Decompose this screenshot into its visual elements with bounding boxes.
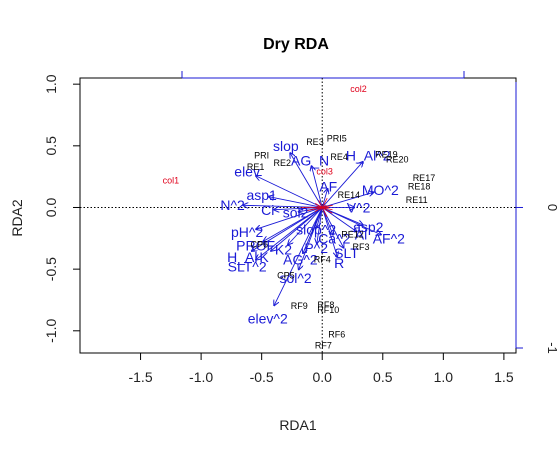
x-tick-label: 0.0	[312, 369, 332, 385]
x-axis-label: RDA1	[279, 417, 317, 433]
biplot-label: asp1	[246, 187, 277, 203]
y-tick-label: 0.0	[43, 198, 59, 218]
site-label: RE14	[338, 190, 361, 200]
right-axis-tick-label: -1	[545, 342, 557, 354]
site-label: PRI5	[327, 133, 347, 143]
biplot-label: N^2	[220, 197, 245, 213]
site-label: RE4	[330, 152, 348, 162]
x-tick-label: 1.5	[494, 369, 514, 385]
site-label: RE2	[273, 158, 291, 168]
biplot-label: MO^2	[362, 182, 399, 198]
biplot-label: R	[334, 255, 344, 271]
axes-group: -1.5 -1.0 -0.5 0.0 0.5 1.0 1.5 1.0 0.5 0.0 -0.5 -1.…	[43, 74, 514, 385]
site-label: RE1	[247, 162, 265, 172]
biplot-label: elev^2	[248, 310, 288, 326]
site-label: RF9	[291, 301, 308, 311]
species-label: col1	[163, 175, 180, 185]
site-label: RF4	[314, 254, 331, 264]
y-tick-label: 0.5	[43, 136, 59, 156]
biplot-label: AF	[319, 179, 337, 195]
x-tick-label: -0.5	[250, 369, 274, 385]
site-label: PRI	[254, 151, 269, 161]
site-label: RE20	[386, 154, 409, 164]
species-label: col2	[350, 84, 367, 94]
chart-title: Dry RDA	[263, 36, 329, 53]
site-label: RE18	[408, 182, 431, 192]
biplot-label: V^2	[347, 199, 371, 215]
y-axis-label: RDA2	[9, 199, 25, 237]
top-axis	[182, 71, 464, 78]
x-tick-label: -1.0	[189, 369, 213, 385]
biplot-label: slop	[273, 138, 299, 154]
x-tick-label: 0.5	[373, 369, 393, 385]
biplot-label: SLT^2	[228, 259, 267, 275]
site-label: RF10	[317, 305, 339, 315]
biplot-label: AF^2	[373, 230, 405, 246]
species-label: col3	[316, 167, 333, 177]
right-axis-tick-label: 0	[545, 204, 557, 211]
x-tick-label: -1.5	[128, 369, 152, 385]
site-label: CP6	[250, 239, 268, 249]
right-axis: 0 -1	[516, 82, 557, 354]
site-label: RF6	[328, 330, 345, 340]
biplot-label: sol2	[283, 204, 309, 220]
site-label: RF3	[352, 242, 369, 252]
site-label: CP5	[277, 270, 295, 280]
y-tick-label: -0.5	[43, 257, 59, 281]
y-tick-label: -1.0	[43, 319, 59, 343]
site-label: RE12	[341, 230, 364, 240]
x-tick-label: 1.0	[434, 369, 454, 385]
site-label: RF7	[315, 341, 332, 351]
y-tick-label: 1.0	[43, 74, 59, 94]
biplot-label: AG^2	[283, 251, 318, 267]
biplot-label: Ci	[261, 202, 274, 218]
site-label: RE11	[406, 195, 428, 205]
site-label: RE3	[306, 137, 324, 147]
